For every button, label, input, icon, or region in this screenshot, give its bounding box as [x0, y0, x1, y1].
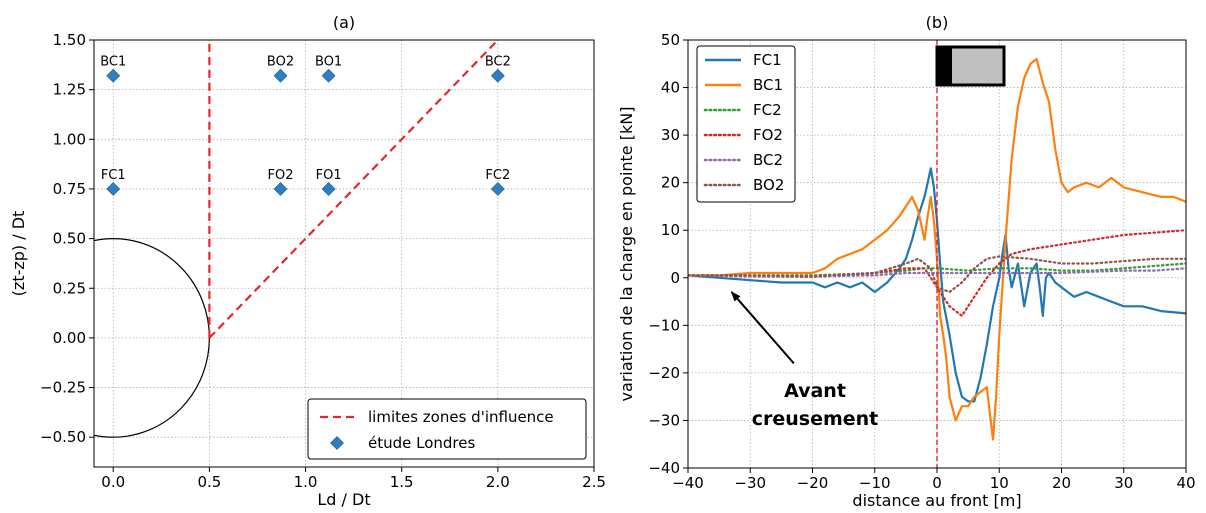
tunnel-machine-shield — [937, 47, 952, 85]
a-ytick-label: 0.50 — [53, 230, 86, 248]
a-title: (a) — [333, 13, 355, 32]
b-ytick-label: 40 — [661, 79, 680, 97]
b-ytick-label: 20 — [661, 174, 680, 192]
b-ytick-label: 0 — [670, 269, 680, 287]
a-y-axis-label: (zt-zp) / Dt — [9, 211, 28, 297]
point-bc2 — [490, 68, 505, 83]
a-ytick-label: 0.75 — [53, 180, 86, 198]
annotation-text-line-0: Avant — [784, 380, 846, 402]
a-ytick-label: 0.25 — [53, 279, 86, 297]
a-xtick-label: 2.0 — [486, 473, 510, 491]
legend-b-label-bc2: BC2 — [753, 151, 783, 169]
a-ytick-label: −0.25 — [40, 379, 86, 397]
influence-line-1 — [208, 40, 499, 339]
a-xtick-label: 1.0 — [294, 473, 318, 491]
legend-a-label-lines: limites zones d'influence — [368, 408, 554, 426]
a-xtick-label: 2.5 — [582, 473, 606, 491]
point-label-bc2: BC2 — [485, 55, 511, 70]
point-bo2 — [273, 68, 288, 83]
point-fo1 — [321, 182, 336, 196]
a-ytick-label: 0.00 — [53, 329, 86, 347]
point-label-fc2: FC2 — [485, 168, 510, 183]
legend-a-box — [307, 398, 587, 460]
b-ytick-label: 10 — [661, 221, 680, 239]
a-frame — [93, 39, 595, 468]
chart-panel-a: BC1 BO2 BO1 BC2 FC1 FO2 FO1 FC2 0.0 0.5 1.0 1.5 2.0 2… — [9, 13, 606, 509]
legend-b-label-bc1: BC1 — [753, 76, 783, 94]
b-xtick-label: 20 — [1052, 474, 1071, 492]
point-label-bo2: BO2 — [267, 55, 294, 70]
b-x-axis-label: distance au front [m] — [852, 491, 1021, 510]
point-label-fc1: FC1 — [101, 168, 126, 183]
annotation-arrow — [730, 291, 795, 365]
a-xtick-label: 0.0 — [101, 473, 125, 491]
b-ytick-label: −30 — [648, 411, 680, 429]
panel-b-plot-area — [688, 40, 1186, 468]
b-xtick-label: 30 — [1114, 474, 1133, 492]
annotation-text-line-1: creusement — [752, 408, 879, 430]
a-ytick-label: −0.50 — [40, 428, 86, 446]
b-ytick-label: 30 — [661, 126, 680, 144]
panel-a-plot-area — [94, 40, 505, 438]
series-line-bc1 — [688, 57, 1186, 441]
a-xtick-label: 0.5 — [197, 473, 221, 491]
b-ytick-label: −20 — [648, 364, 680, 382]
point-bo1 — [321, 68, 336, 83]
series-line-bo2 — [688, 255, 1186, 294]
legend-a-label-points: étude Londres — [368, 434, 475, 452]
b-xtick-label: 40 — [1176, 474, 1195, 492]
b-ytick-label: 50 — [661, 31, 680, 49]
legend-a-marker-swatch — [330, 436, 344, 450]
point-label-bo1: BO1 — [315, 55, 342, 70]
point-label-fo2: FO2 — [268, 168, 294, 183]
a-ytick-label: 1.25 — [53, 81, 86, 99]
legend-a: limites zones d'influence étude Londres — [307, 398, 587, 460]
b-ytick-label: −10 — [648, 316, 680, 334]
point-bc1 — [106, 68, 121, 83]
a-ytick-label: 1.50 — [53, 31, 86, 49]
a-x-axis-label: Ld / Dt — [317, 490, 370, 509]
b-xtick-label: −30 — [734, 474, 766, 492]
a-xtick-label: 1.5 — [390, 473, 414, 491]
point-label-fo1: FO1 — [316, 168, 342, 183]
legend-b: FC1 BC1 FC2 FO2 BC2 BO2 — [696, 45, 796, 203]
point-label-bc1: BC1 — [100, 55, 126, 70]
legend-b-label-fo2: FO2 — [753, 126, 783, 144]
point-fc1 — [106, 182, 121, 196]
legend-b-label-fc1: FC1 — [753, 51, 782, 69]
series-line-fc1 — [688, 167, 1186, 403]
b-y-axis-label: variation de la charge en pointe [kN] — [617, 107, 636, 402]
legend-b-label-fc2: FC2 — [753, 101, 782, 119]
legend-b-label-bo2: BO2 — [753, 176, 784, 194]
b-xtick-label: −40 — [672, 474, 704, 492]
tunnel-machine-icon — [935, 45, 1006, 87]
point-fc2 — [490, 182, 505, 196]
b-xtick-label: 10 — [990, 474, 1009, 492]
b-xtick-label: −10 — [859, 474, 891, 492]
b-xtick-label: −20 — [797, 474, 829, 492]
chart-panel-b: −40 −30 −20 −10 0 10 20 30 40 −40 −30 −20 −10 0 10 20 30… — [617, 13, 1196, 510]
b-title: (b) — [926, 13, 949, 32]
a-ytick-label: 1.00 — [53, 130, 86, 148]
point-fo2 — [273, 182, 288, 196]
b-ytick-label: −40 — [648, 459, 680, 477]
b-xtick-label: 0 — [932, 474, 942, 492]
